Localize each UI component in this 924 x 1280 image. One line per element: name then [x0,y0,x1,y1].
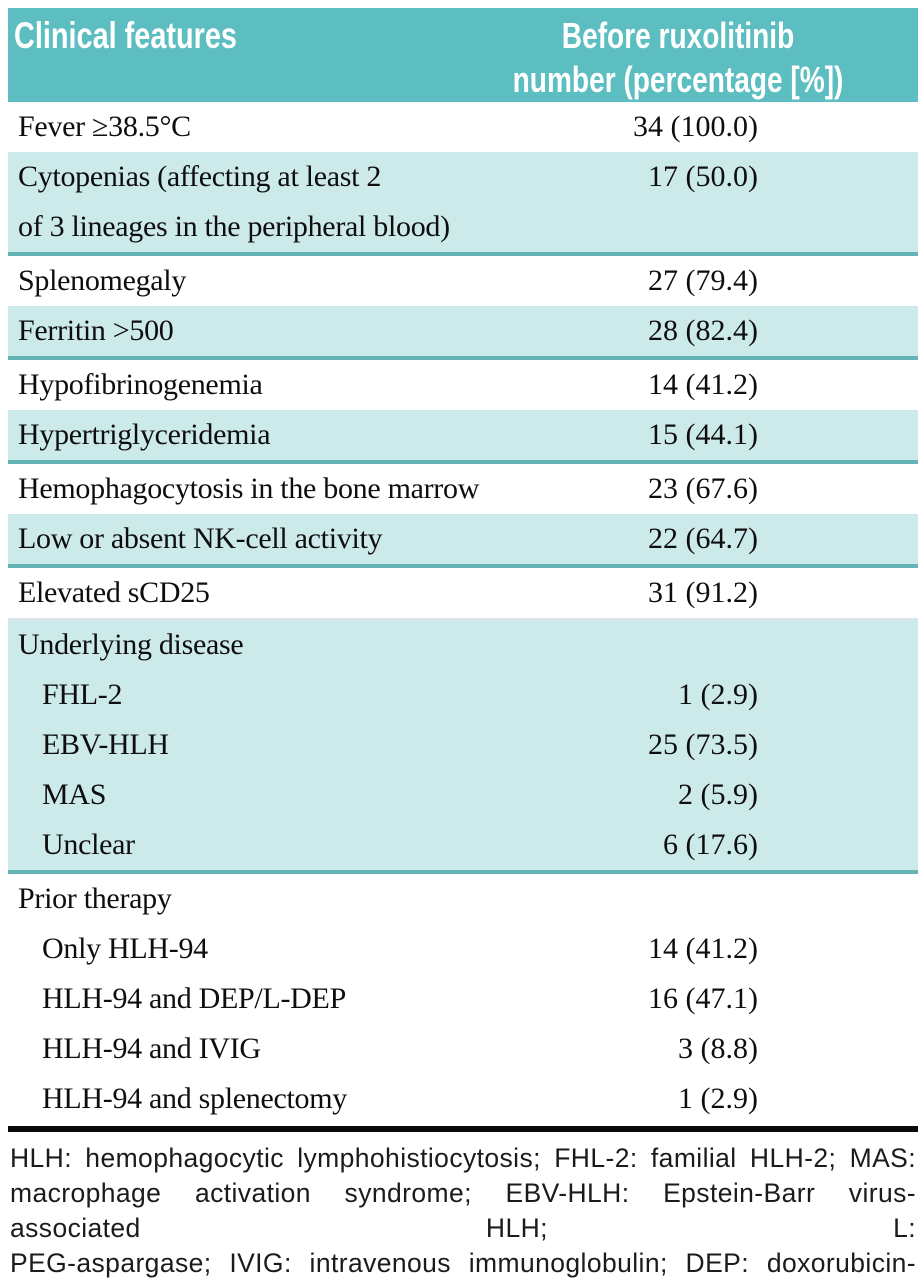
table-row: Low or absent NK-cell activity 22 (64.7) [8,514,918,568]
table-row: HLH-94 and splenectomy 1 (2.9) [8,1074,918,1124]
row-label: EBV-HLH [8,720,490,770]
header-col2-line2: number (percentage [%]) [512,59,844,100]
row-label-text: Ferritin >500 [18,314,174,347]
row-label-text-line2: of 3 lineages in the peripheral blood) [18,210,450,243]
row-label-text: Underlying disease [18,628,244,661]
header-col2-line1: Before ruxolitinib [561,15,795,56]
row-value: 31 (91.2) [648,576,758,609]
table-section-row: Underlying disease [8,618,918,670]
row-label-text: Only HLH-94 [42,932,208,965]
header-before-ruxolitinib: Before ruxolitinib number (percentage [%… [466,14,918,102]
row-value: 14 (41.2) [648,368,758,401]
row-label-text: MAS [42,778,107,811]
row-label: HLH-94 and IVIG [8,1024,490,1074]
table-row: EBV-HLH 25 (73.5) [8,720,918,770]
table-row: Hemophagocytosis in the bone marrow 23 (6… [8,464,918,514]
footnote: HLH: hemophagocytic lymphohistiocytosis;… [8,1132,918,1280]
row-label-text: Hypofibrinogenemia [18,368,263,401]
row-label-text: Low or absent NK-cell activity [18,522,383,555]
row-value: 23 (67.6) [648,472,758,505]
row-label-text: Hemophagocytosis in the bone marrow [18,472,480,505]
row-label: Cytopenias (affecting at least 2 of 3 lin… [8,152,490,252]
row-value: 2 (5.9) [678,778,758,811]
row-label: Ferritin >500 [8,306,490,356]
row-value: 25 (73.5) [648,728,758,761]
row-label: MAS [8,770,490,820]
table-row: MAS 2 (5.9) [8,770,918,820]
table-row: Hypertriglyceridemia 15 (44.1) [8,410,918,464]
footnote-line: PEG-aspargase; IVIG: intravenous immunog… [10,1248,916,1278]
header-clinical-features-text: Clinical features [14,15,237,56]
row-label: HLH-94 and DEP/L-DEP [8,974,490,1024]
table-row: Elevated sCD25 31 (91.2) [8,568,918,618]
row-value: 27 (79.4) [648,264,758,297]
section-label: Underlying disease [8,620,490,670]
row-label: FHL-2 [8,670,490,720]
row-label: Hemophagocytosis in the bone marrow [8,464,490,514]
row-label-text: Unclear [42,828,135,861]
row-label: Fever ≥38.5°C [8,102,490,152]
row-label-text: FHL-2 [42,678,123,711]
row-value: 17 (50.0) [648,160,758,193]
table-bottom-rule [8,1126,918,1132]
row-label: Low or absent NK-cell activity [8,514,490,564]
table-header-row: Clinical features Before ruxolitinib num… [8,8,918,102]
table-row: Only HLH-94 14 (41.2) [8,924,918,974]
table-row: FHL-2 1 (2.9) [8,670,918,720]
row-value: 22 (64.7) [648,522,758,555]
row-value: 15 (44.1) [648,418,758,451]
row-label-text: Cytopenias (affecting at least 2 [18,160,382,193]
row-label: Hypofibrinogenemia [8,360,490,410]
table-rows: Fever ≥38.5°C 34 (100.0) Cytopenias (affec… [8,102,918,1124]
header-clinical-features: Clinical features [8,14,466,102]
table-row: Fever ≥38.5°C 34 (100.0) [8,102,918,152]
row-value: 16 (47.1) [648,982,758,1015]
row-label-text: EBV-HLH [42,728,169,761]
row-label-text: HLH-94 and splenectomy [42,1082,347,1115]
table-row: HLH-94 and DEP/L-DEP 16 (47.1) [8,974,918,1024]
row-value: 1 (2.9) [678,1082,758,1115]
section-label: Prior therapy [8,874,490,924]
row-value: 14 (41.2) [648,932,758,965]
row-label-text: Elevated sCD25 [18,576,210,609]
row-value: 6 (17.6) [663,828,758,861]
row-label-text: Hypertriglyceridemia [18,418,271,451]
row-label-text: HLH-94 and IVIG [42,1032,261,1065]
table-row: HLH-94 and IVIG 3 (8.8) [8,1024,918,1074]
footnote-line: HLH: hemophagocytic lymphohistiocytosis;… [10,1143,916,1173]
row-label: Elevated sCD25 [8,568,490,618]
row-label: Hypertriglyceridemia [8,410,490,460]
row-value: 1 (2.9) [678,678,758,711]
row-label-text: HLH-94 and DEP/L-DEP [42,982,346,1015]
row-label: Only HLH-94 [8,924,490,974]
table-row: Ferritin >500 28 (82.4) [8,306,918,360]
row-label: Unclear [8,820,490,870]
row-label-text: Prior therapy [18,882,172,915]
table-row: Unclear 6 (17.6) [8,820,918,874]
row-label: HLH-94 and splenectomy [8,1074,490,1124]
row-value: 28 (82.4) [648,314,758,347]
footnote-line: macrophage activation syndrome; EBV-HLH:… [10,1178,916,1243]
table-row: Hypofibrinogenemia 14 (41.2) [8,360,918,410]
table-row: Splenomegaly 27 (79.4) [8,256,918,306]
row-label: Splenomegaly [8,256,490,306]
row-value: 34 (100.0) [633,110,758,143]
table-row: Cytopenias (affecting at least 2 of 3 lin… [8,152,918,256]
table-section-row: Prior therapy [8,874,918,924]
row-label-text: Splenomegaly [18,264,187,297]
row-label-text: Fever ≥38.5°C [18,110,191,143]
row-value: 3 (8.8) [678,1032,758,1065]
